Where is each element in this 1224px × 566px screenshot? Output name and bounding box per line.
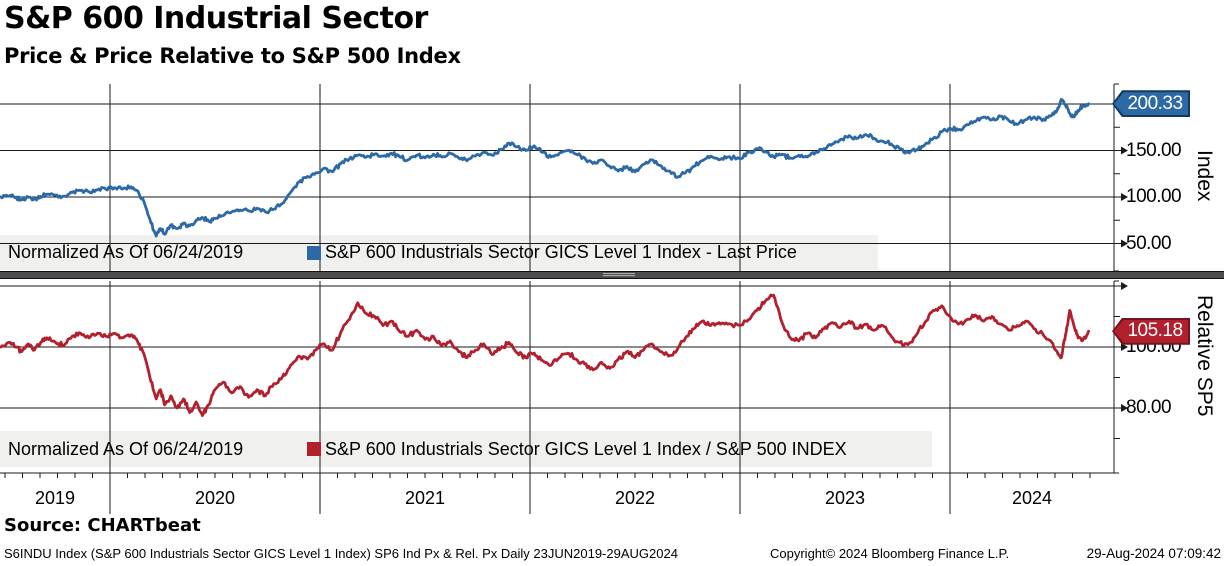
relative-series-swatch-icon [307, 442, 321, 456]
top-legend-normalized-label: Normalized As Of 06/24/2019 [8, 242, 244, 262]
top-tick-label: 50.00 [1126, 232, 1172, 254]
top-tick-label: 150.00 [1126, 139, 1182, 161]
footer-copyright: Copyright© 2024 Bloomberg Finance L.P. [770, 546, 1010, 561]
bottom-legend: Normalized As Of 06/24/2019 S&P 600 Indu… [8, 431, 847, 467]
index-last-price-tag: 200.33 [1112, 90, 1190, 118]
gridlines [0, 84, 1114, 473]
index-last-price-value: 200.33 [1114, 92, 1188, 116]
source-label: Source: CHARTbeat [4, 515, 201, 536]
year-label: 2019 [34, 488, 76, 508]
year-label: 2022 [614, 488, 656, 508]
bottom-legend-normalized-label: Normalized As Of 06/24/2019 [8, 438, 244, 459]
bottom-legend-background [0, 431, 932, 467]
year-label: 2021 [404, 488, 446, 508]
page-title: S&P 600 Industrial Sector [4, 1, 428, 36]
top-axis-title: Index [1193, 150, 1216, 202]
top-legend: Normalized As Of 06/24/2019 S&P 600 Indu… [8, 235, 797, 270]
footer-description: S6INDU Index (S&P 600 Industrials Sector… [4, 546, 678, 561]
bottom-legend-series-label: S&P 600 Industrials Sector GICS Level 1 … [325, 438, 847, 459]
year-label: 2020 [194, 488, 236, 508]
top-legend-background [0, 235, 878, 270]
year-label: 2024 [1011, 488, 1053, 508]
relative-last-price-tag: 105.18 [1112, 317, 1190, 345]
top-legend-series-label: S&P 600 Industrials Sector GICS Level 1 … [325, 242, 797, 262]
panel-splitter-handle-icon[interactable] [603, 273, 635, 277]
bottom-tick-label: 80.00 [1126, 397, 1172, 418]
page-subtitle: Price & Price Relative to S&P 500 Index [4, 44, 461, 68]
relative-series-line [0, 293, 1090, 417]
index-series-swatch-icon [307, 245, 321, 260]
top-tick-label: 100.00 [1126, 186, 1182, 207]
relative-last-price-value: 105.18 [1114, 319, 1188, 343]
index-series-line [0, 97, 1090, 238]
bottom-axis-title: Relative SP5 [1193, 295, 1216, 417]
footer-timestamp: 29-Aug-2024 07:09:42 [1086, 546, 1221, 561]
year-label: 2023 [824, 488, 866, 508]
